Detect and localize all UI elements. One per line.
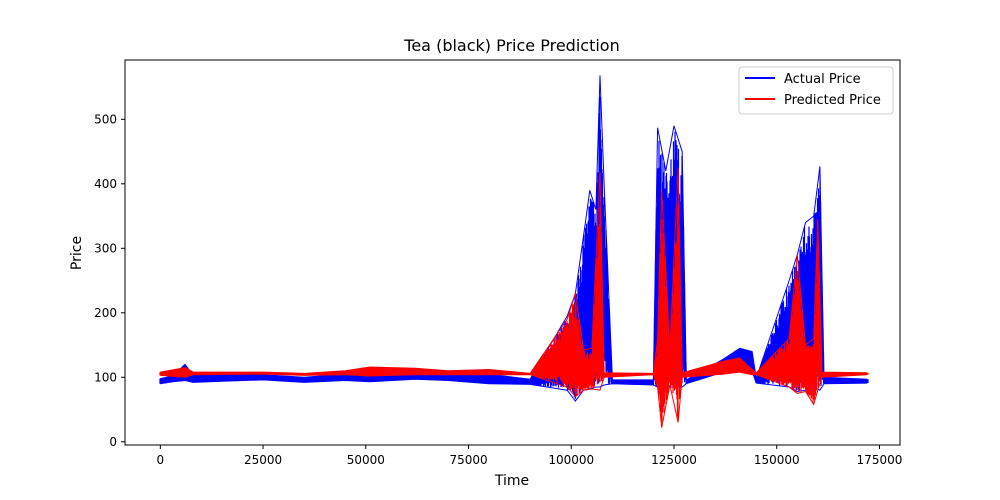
series-lower-trace (160, 367, 868, 402)
series-actual-price (159, 75, 869, 402)
x-axis-label: Time (494, 473, 529, 489)
legend-label-predicted-price: Predicted Price (784, 93, 881, 108)
x-tick-label: 175000 (857, 453, 903, 467)
y-tick-label: 500 (94, 112, 117, 126)
series-upper-trace (160, 167, 868, 374)
plot-area (124, 59, 901, 446)
y-tick-label: 0 (109, 435, 117, 449)
x-tick-label: 100000 (548, 453, 594, 467)
y-axis-label: Price (69, 236, 85, 270)
chart-title: Tea (black) Price Prediction (403, 36, 619, 55)
x-tick-label: 50000 (347, 453, 385, 467)
legend-label-actual-price: Actual Price (784, 72, 861, 87)
series-lower-trace (160, 371, 868, 428)
y-axis-ticks: 0 100 200 300 400 500 (94, 112, 125, 449)
y-tick-label: 400 (94, 177, 117, 191)
series-predicted-price (159, 167, 869, 428)
x-tick-label: 0 (157, 453, 165, 467)
plot-frame (124, 59, 901, 446)
y-tick-label: 200 (94, 306, 117, 320)
x-tick-label: 25000 (244, 453, 282, 467)
series-line-actual-price (159, 96, 869, 399)
legend-box (738, 66, 894, 115)
x-axis-ticks: 0 25000 50000 75000 100000 125000 150000 175000 (157, 445, 903, 467)
series-upper-trace (160, 75, 868, 381)
x-tick-label: 150000 (754, 453, 800, 467)
x-tick-label: 125000 (651, 453, 697, 467)
series-line-predicted-price (159, 203, 869, 423)
y-tick-label: 300 (94, 241, 117, 255)
y-tick-label: 100 (94, 370, 117, 384)
x-tick-label: 75000 (449, 453, 487, 467)
legend: Actual Price Predicted Price (738, 66, 894, 115)
